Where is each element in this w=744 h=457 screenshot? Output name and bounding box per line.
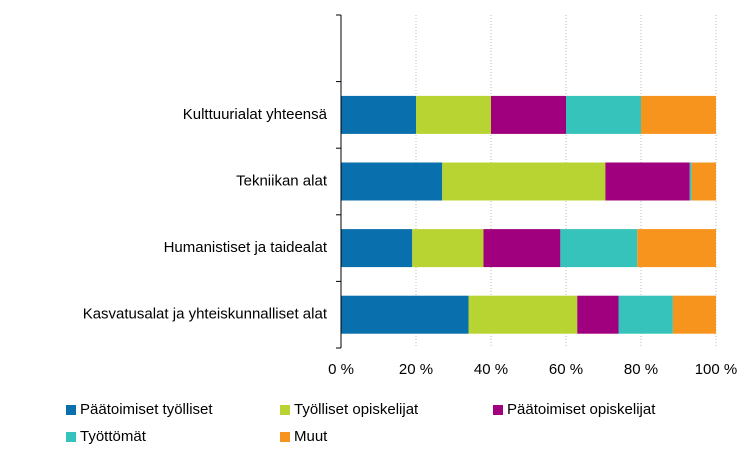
bar-segment	[468, 295, 578, 334]
legend-label: Työlliset opiskelijat	[294, 401, 419, 418]
legend-swatch	[280, 405, 290, 415]
bar-segment	[691, 162, 716, 201]
y-tick-label: Tekniikan alat	[236, 172, 328, 189]
bar-segment	[412, 229, 484, 268]
bar-segment	[605, 162, 690, 201]
x-tick-label: 40 %	[474, 361, 508, 378]
legend-swatch	[280, 432, 290, 442]
x-tick-label: 0 %	[328, 361, 354, 378]
bar-segment	[672, 295, 716, 334]
x-tick-label: 100 %	[695, 361, 738, 378]
bar-segment	[341, 95, 416, 134]
bar-segment	[618, 295, 673, 334]
legend-swatch	[493, 405, 503, 415]
legend-swatch	[66, 432, 76, 442]
bar-segment	[483, 229, 561, 268]
bar-segment	[341, 162, 443, 201]
bar-segment	[641, 95, 716, 134]
bar-segment	[341, 229, 413, 268]
legend-swatch	[66, 405, 76, 415]
legend-label: Päätoimiset opiskelijat	[507, 401, 656, 418]
y-tick-label: Humanistiset ja taidealat	[164, 239, 328, 256]
bar-segment	[637, 229, 716, 268]
bar-segment	[341, 295, 469, 334]
bar-segment	[442, 162, 606, 201]
y-tick-label: Kulttuurialat yhteensä	[183, 106, 328, 123]
y-tick-label: Kasvatusalat ja yhteiskunnalliset alat	[83, 306, 328, 323]
x-tick-label: 80 %	[624, 361, 658, 378]
legend-label: Työttömät	[80, 428, 147, 445]
bar-segment	[689, 162, 692, 201]
bar-segment	[566, 95, 641, 134]
bar-segment	[577, 295, 619, 334]
bar-segment	[491, 95, 566, 134]
bar-segment	[560, 229, 638, 268]
legend-label: Muut	[294, 428, 328, 445]
bar-segment	[416, 95, 491, 134]
x-tick-label: 20 %	[399, 361, 433, 378]
x-tick-label: 60 %	[549, 361, 583, 378]
legend-label: Päätoimiset työlliset	[80, 401, 213, 418]
